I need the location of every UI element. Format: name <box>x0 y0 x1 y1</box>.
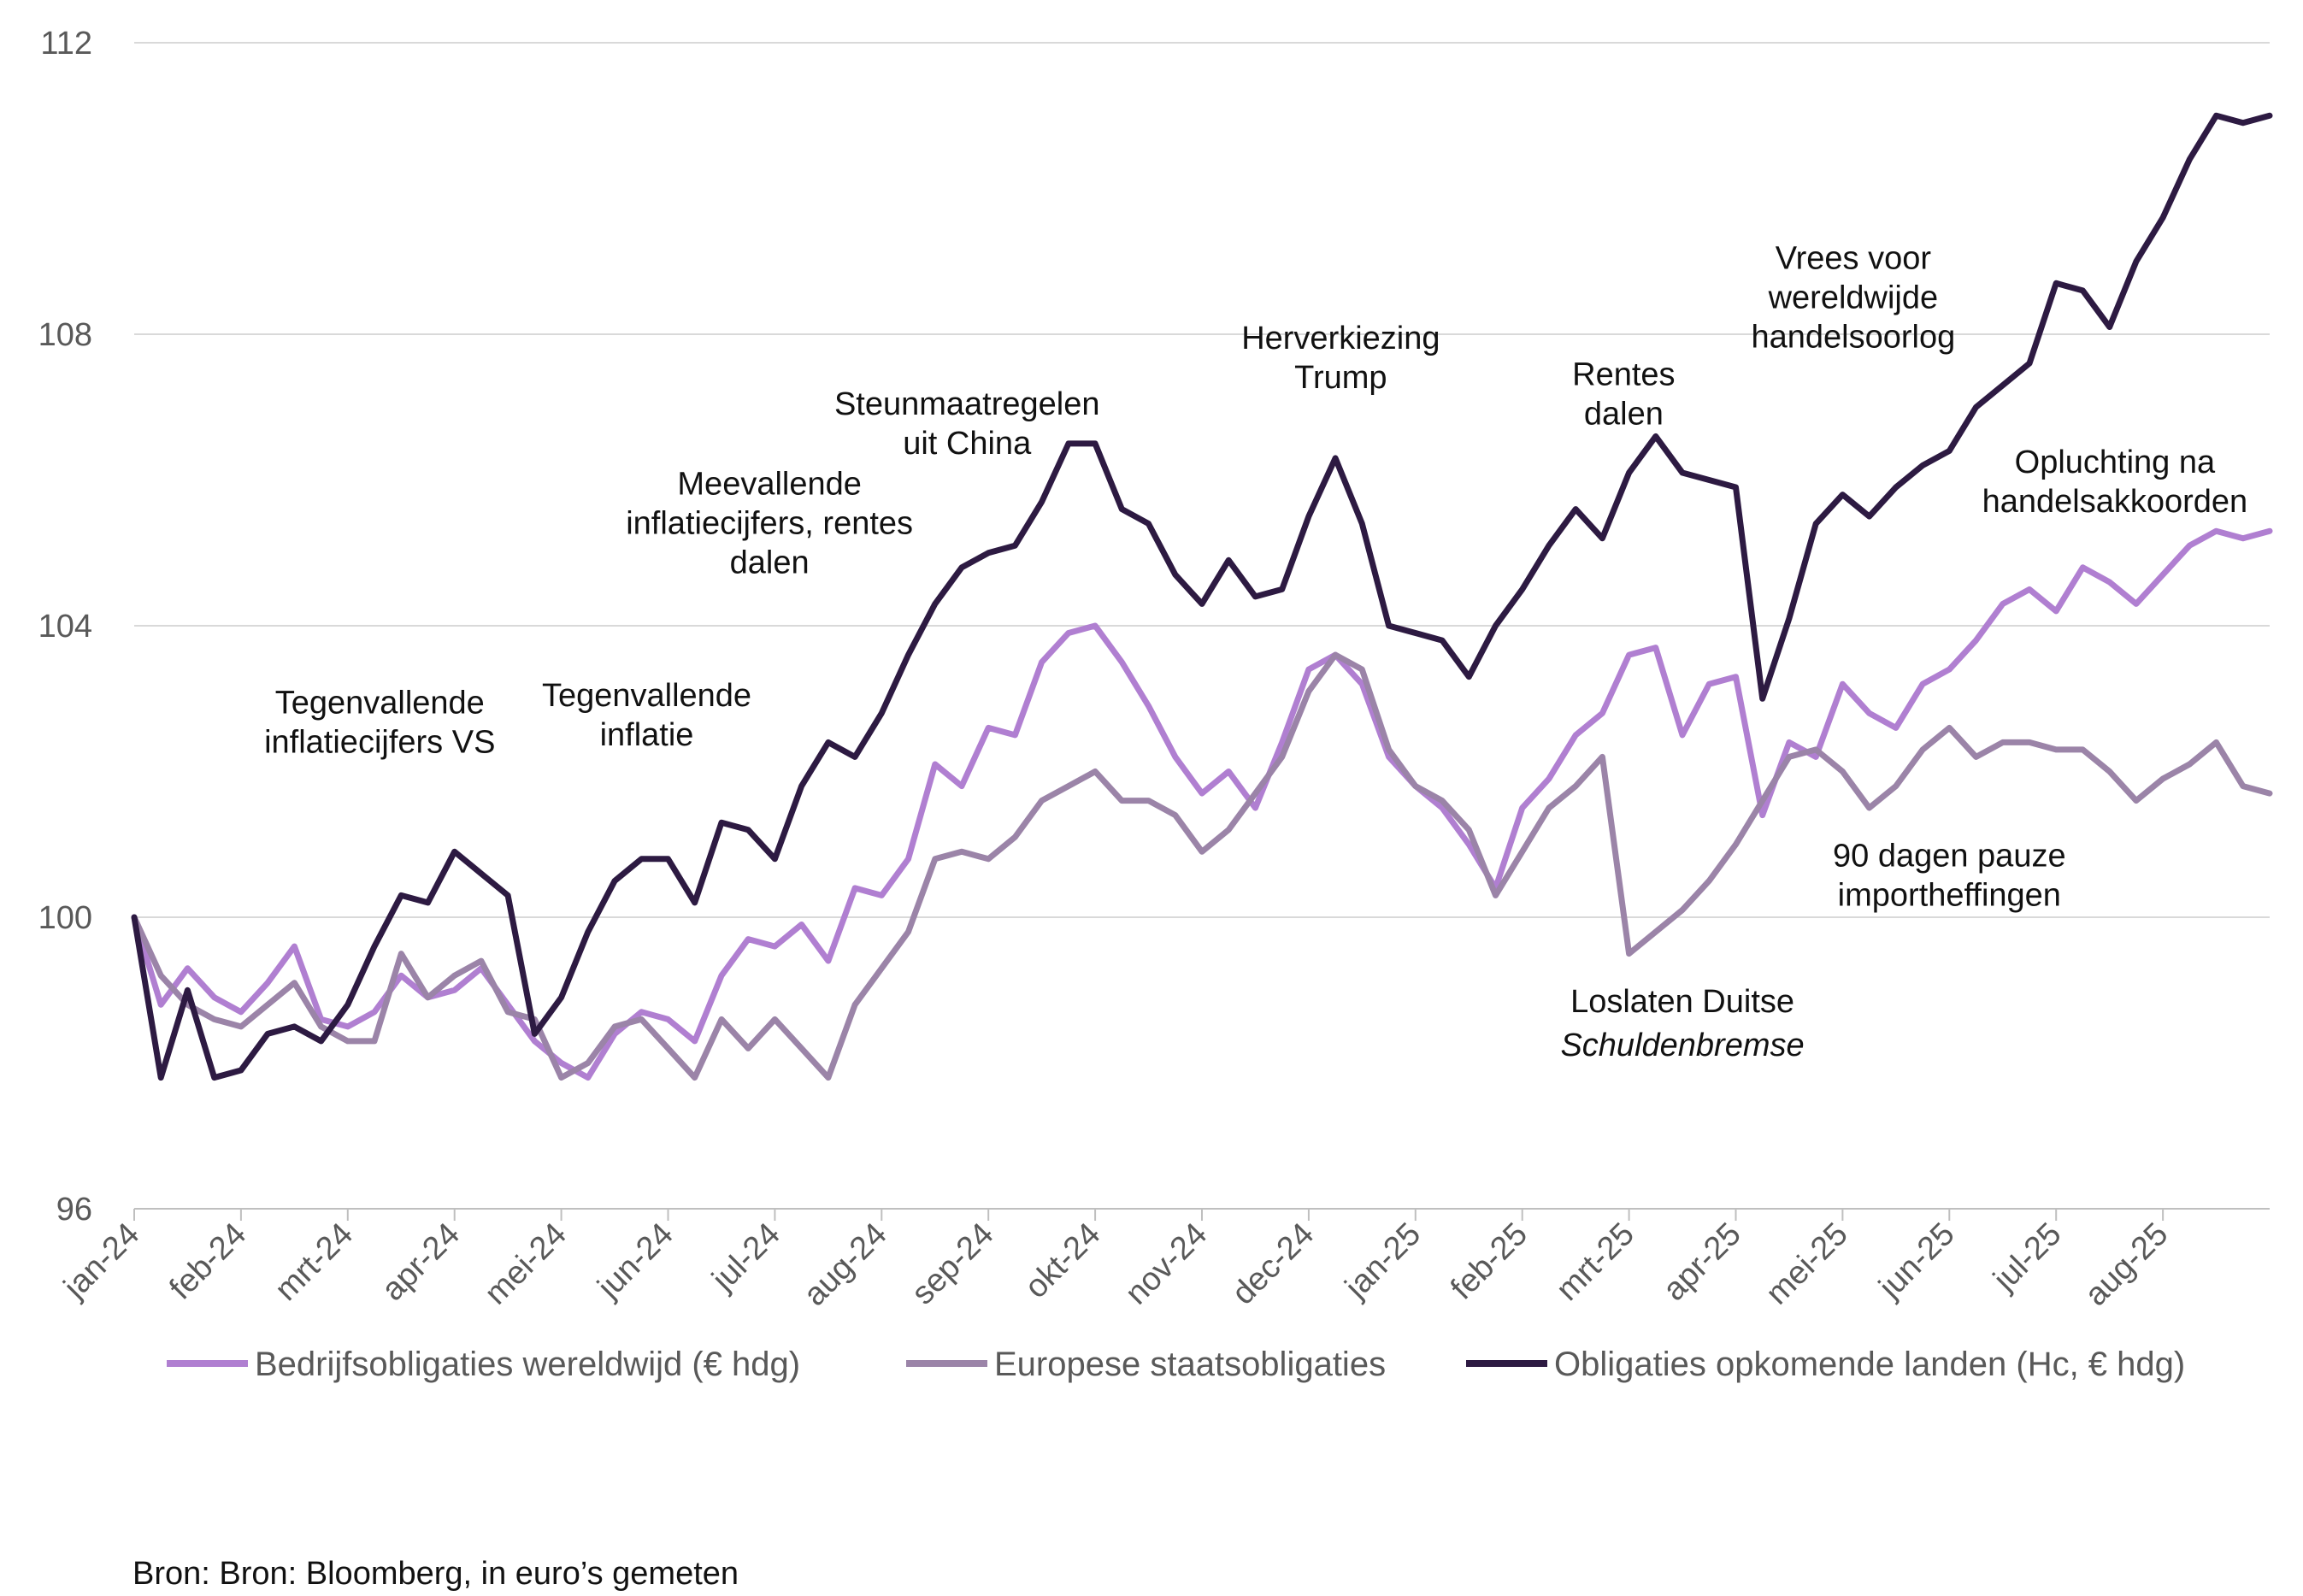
annotation-text: handelsoorlog <box>1752 319 1956 355</box>
x-tick-label: jan-25 <box>1338 1216 1428 1306</box>
x-tick-label: aug-25 <box>2078 1216 2175 1313</box>
y-tick-label: 108 <box>38 317 92 353</box>
annotation-text: Tegenvallende <box>275 685 485 721</box>
annotation-text: Trump <box>1294 360 1387 396</box>
x-tick-label: jan-24 <box>56 1216 146 1306</box>
y-tick-label: 96 <box>56 1192 92 1228</box>
source-note: Bron: Bron: Bloomberg, in euro’s gemeten <box>133 1556 739 1592</box>
x-tick-label: aug-24 <box>797 1216 893 1313</box>
annotation-text: handelsakkoorden <box>1982 484 2248 520</box>
gridlines <box>134 42 2270 1210</box>
x-tick-label: dec-24 <box>1225 1216 1321 1312</box>
legend-label: Obligaties opkomende landen (Hc, € hdg) <box>1554 1346 2185 1383</box>
x-axis: jan-24 feb-24 mrt-24 apr-24 mei-24 jun-24 jul-… <box>56 1208 2270 1313</box>
annotation-text: Rentes <box>1572 357 1675 393</box>
x-tick-label: jul-24 <box>705 1216 787 1299</box>
series-line-3 <box>131 112 2273 1081</box>
annotation-text: wereldwijde <box>1768 280 1939 315</box>
legend-label: Bedrijfsobligaties wereldwijd (€ hdg) <box>255 1346 800 1383</box>
annotation-text: Steunmaatregelen <box>834 386 1100 422</box>
annotation-text: 90 dagen pauze <box>1833 838 2066 874</box>
series-lines <box>131 112 2273 1081</box>
annotation-text: inflatiecijfers, rentes <box>626 506 913 542</box>
annotation-text: uit China <box>903 426 1032 462</box>
x-tick-label: mei-24 <box>478 1216 574 1312</box>
legend: Bedrijfsobligaties wereldwijd (€ hdg) Eur… <box>167 1346 2185 1383</box>
x-tick-label: jun-24 <box>591 1216 680 1306</box>
x-tick-label: apr-24 <box>375 1216 467 1308</box>
legend-label: Europese staatsobligaties <box>994 1346 1386 1383</box>
annotation-text: inflatie <box>600 717 694 753</box>
annotation-text: importheffingen <box>1838 877 2061 913</box>
annotation-text: dalen <box>730 545 810 581</box>
x-tick-label: nov-24 <box>1118 1216 1214 1312</box>
annotation-text: Loslaten Duitse <box>1570 984 1794 1020</box>
y-tick-label: 112 <box>40 26 92 62</box>
annotation-text: Tegenvallende <box>542 678 751 714</box>
x-tick-label: mrt-24 <box>268 1216 360 1308</box>
x-tick-label: feb-24 <box>162 1216 253 1307</box>
annotation-text: inflatiecijfers VS <box>264 724 495 760</box>
x-tick-label: mrt-25 <box>1550 1216 1641 1308</box>
x-tick-label: okt-24 <box>1018 1216 1107 1305</box>
series-line-2 <box>131 651 2273 1081</box>
x-tick-label: sep-24 <box>905 1216 1001 1312</box>
x-tick-label: jun-25 <box>1872 1216 1962 1306</box>
x-tick-label: apr-25 <box>1656 1216 1747 1308</box>
annotation-text: Opluchting na <box>2015 445 2216 480</box>
annotation-text: Vrees voor <box>1776 240 1932 276</box>
y-tick-label: 104 <box>38 609 92 645</box>
annotation-text: Schuldenbremse <box>1560 1028 1804 1063</box>
x-tick-label: mei-25 <box>1759 1216 1855 1312</box>
x-tick-label: feb-25 <box>1444 1216 1534 1307</box>
annotation-text: Herverkiezing <box>1241 321 1440 356</box>
annotation-text: dalen <box>1584 397 1664 433</box>
y-axis: 96 100 104 108 112 <box>38 26 92 1228</box>
series-line-1 <box>131 527 2273 1081</box>
y-tick-label: 100 <box>38 900 92 936</box>
annotation-text: Meevallende <box>677 467 861 503</box>
x-tick-label: jul-25 <box>1986 1216 2068 1299</box>
